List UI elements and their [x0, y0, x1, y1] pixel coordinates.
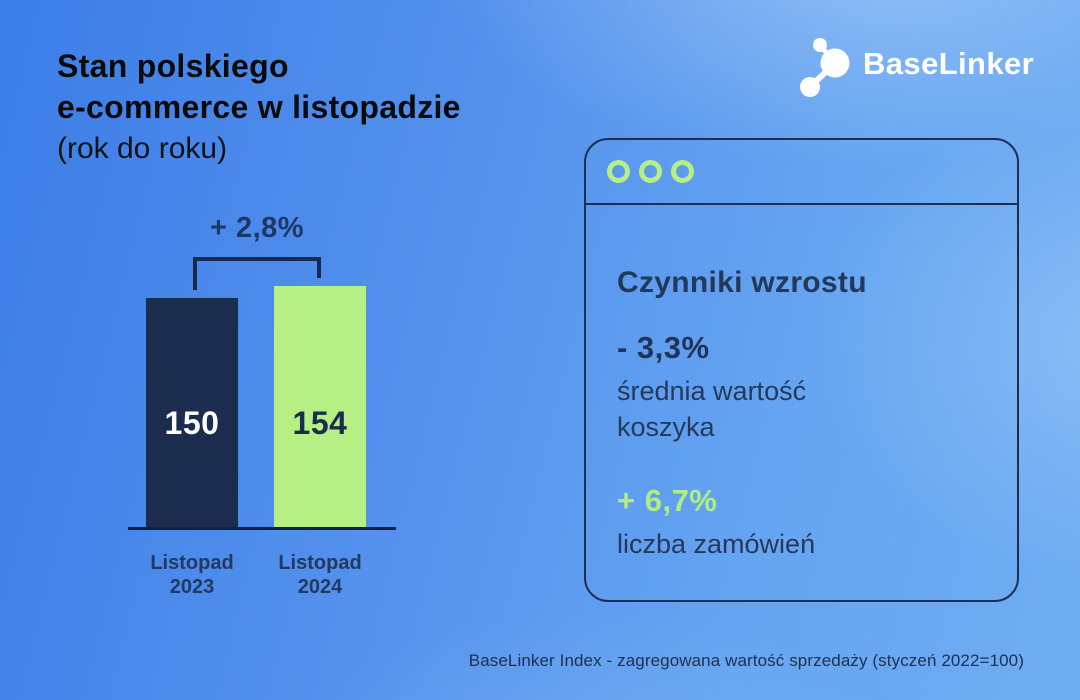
page-subtitle: (rok do roku) [57, 132, 228, 165]
bracket-left-tick [193, 257, 197, 290]
page-title-line-2: e-commerce w listopadzie [57, 89, 461, 125]
window-dot-icon [607, 160, 630, 183]
metric-basket-label: średnia wartość koszyka [617, 376, 807, 442]
growth-factors-card: Czynniki wzrostu - 3,3% średnia wartość … [584, 138, 1019, 602]
card-heading: Czynniki wzrostu [617, 266, 867, 299]
metric-basket-value: - 3,3% [617, 330, 710, 365]
x-label-listopad-2024: Listopad 2024 [278, 552, 362, 598]
window-body: Czynniki wzrostu - 3,3% średnia wartość … [586, 205, 1017, 562]
x-label-listopad-2023: Listopad 2023 [150, 552, 234, 598]
chart-baseline [128, 527, 396, 530]
metric-orders-label: liczba zamówień [617, 529, 816, 559]
window-header [586, 140, 1017, 205]
baselinker-molecule-icon [800, 38, 850, 97]
bar-value-2023: 150 [164, 405, 220, 441]
bracket-right-tick [317, 257, 321, 278]
window-dot-icon [671, 160, 694, 183]
window-dot-icon [639, 160, 662, 183]
chart-delta-label: + 2,8% [209, 212, 305, 244]
baselinker-logo-text: BaseLinker [863, 46, 1035, 81]
metric-orders-value: + 6,7% [617, 483, 718, 518]
baselinker-logo: BaseLinker [795, 31, 1034, 97]
bar-listopad-2023: 150 [146, 298, 238, 528]
title-block: Stan polskiego e-commerce w listopadzie … [57, 46, 461, 169]
bar-value-2024: 154 [292, 405, 348, 441]
index-footnote: BaseLinker Index - zagregowana wartość s… [468, 651, 1024, 670]
page-title-line-1: Stan polskiego [57, 48, 289, 84]
bar-listopad-2024: 154 [274, 286, 366, 528]
chart-comparison-bracket [193, 257, 321, 291]
